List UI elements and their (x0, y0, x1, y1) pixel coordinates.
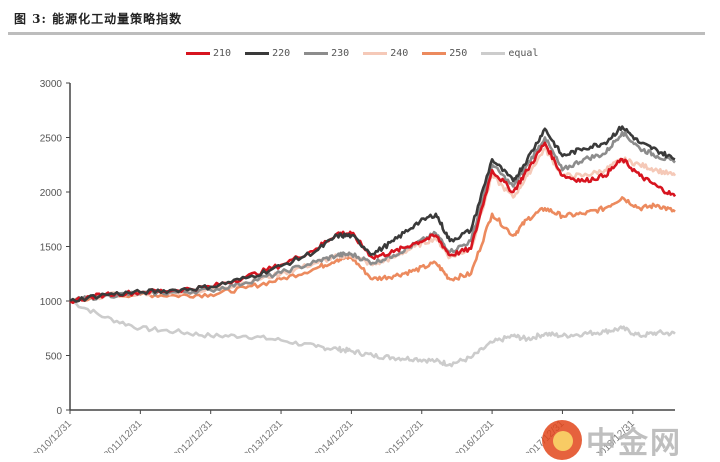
y-tick-label: 3000 (40, 79, 63, 90)
legend-item-220[interactable]: 220 (245, 48, 290, 59)
legend-label: equal (508, 48, 539, 59)
legend-label: 230 (331, 48, 350, 59)
figure-title: 图 3: 能源化工动量策略指数 (14, 12, 183, 26)
x-tick-label: 2010/12/31 (31, 418, 74, 453)
x-tick-label: 2016/12/31 (453, 418, 496, 453)
y-tick-label: 2500 (40, 134, 63, 145)
legend-swatch-240 (363, 52, 388, 55)
x-tick-label: 2013/12/31 (242, 418, 285, 453)
series-line-250 (69, 196, 676, 303)
legend-swatch-220 (245, 52, 270, 55)
series-line-230 (69, 130, 676, 304)
series-line-equal (69, 299, 676, 368)
legend-swatch-210 (186, 52, 210, 55)
legend-swatch-equal (481, 52, 506, 55)
x-tick-label: 2011/12/31 (102, 418, 145, 453)
watermark-logo-icon (542, 420, 582, 460)
watermark-text: 中金网 (586, 426, 682, 461)
x-tick-label: 2015/12/31 (383, 418, 426, 453)
legend-label: 250 (449, 48, 468, 59)
legend-item-230[interactable]: 230 (304, 48, 349, 59)
legend-item-equal[interactable]: equal (481, 48, 538, 59)
y-tick-label: 1500 (40, 243, 63, 254)
x-tick-label: 2014/12/31 (312, 418, 355, 453)
series-layer (69, 125, 677, 368)
y-tick-label: 1000 (40, 297, 63, 308)
legend-item-240[interactable]: 240 (363, 48, 408, 59)
watermark: 中金网 (542, 418, 682, 462)
legend-item-210[interactable]: 210 (186, 48, 231, 59)
chart-legend: 210 220 230 240 250 equal (186, 48, 538, 59)
series-line-220 (69, 125, 676, 303)
legend-swatch-230 (304, 52, 329, 55)
legend-label: 210 (213, 48, 232, 59)
x-tick-label: 2012/12/31 (172, 418, 215, 453)
legend-label: 220 (272, 48, 291, 59)
y-tick-label: 500 (45, 352, 62, 363)
legend-item-250[interactable]: 250 (422, 48, 467, 59)
y-tick-label: 0 (56, 406, 62, 417)
legend-label: 240 (390, 48, 409, 59)
legend-swatch-250 (422, 52, 447, 55)
title-divider (8, 32, 705, 35)
y-axis: 0 500 1000 1500 2000 2500 3000 (40, 79, 71, 417)
y-tick-label: 2000 (40, 188, 63, 199)
